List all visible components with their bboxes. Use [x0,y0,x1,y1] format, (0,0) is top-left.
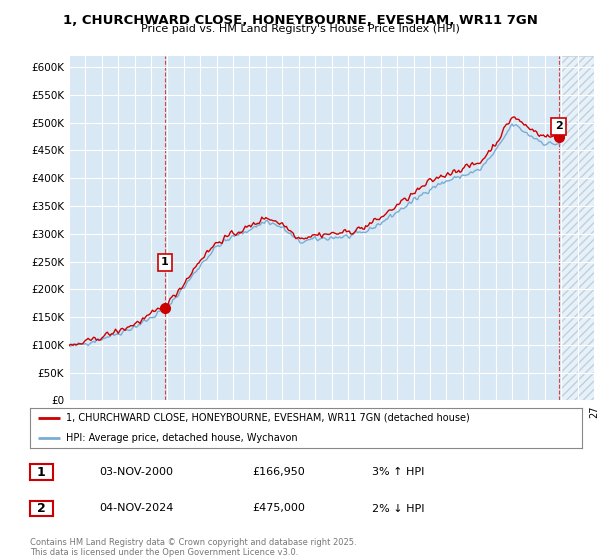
Text: HPI: Average price, detached house, Wychavon: HPI: Average price, detached house, Wych… [66,433,298,443]
Text: 1: 1 [37,465,46,479]
Text: 1, CHURCHWARD CLOSE, HONEYBOURNE, EVESHAM, WR11 7GN (detached house): 1, CHURCHWARD CLOSE, HONEYBOURNE, EVESHA… [66,413,470,423]
Text: Contains HM Land Registry data © Crown copyright and database right 2025.
This d: Contains HM Land Registry data © Crown c… [30,538,356,557]
Text: 1: 1 [161,257,169,267]
Text: 3% ↑ HPI: 3% ↑ HPI [372,467,424,477]
Text: 2: 2 [37,502,46,515]
Text: £475,000: £475,000 [252,503,305,514]
Text: £166,950: £166,950 [252,467,305,477]
Text: 03-NOV-2000: 03-NOV-2000 [99,467,173,477]
Bar [561,56,594,400]
Text: 2% ↓ HPI: 2% ↓ HPI [372,503,425,514]
Text: 1, CHURCHWARD CLOSE, HONEYBOURNE, EVESHAM, WR11 7GN: 1, CHURCHWARD CLOSE, HONEYBOURNE, EVESHA… [62,14,538,27]
Text: 04-NOV-2024: 04-NOV-2024 [99,503,173,514]
Bar [561,56,594,400]
Text: 2: 2 [554,121,562,131]
Text: Price paid vs. HM Land Registry's House Price Index (HPI): Price paid vs. HM Land Registry's House … [140,24,460,34]
